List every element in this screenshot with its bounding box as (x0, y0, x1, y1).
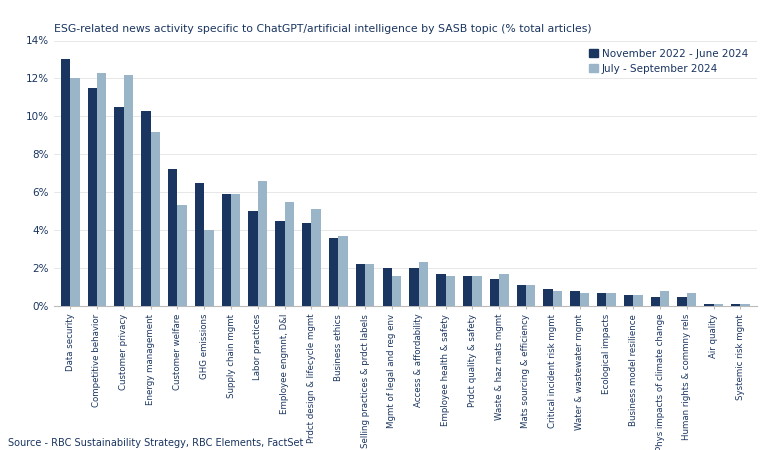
Text: Source - RBC Sustainability Strategy, RBC Elements, FactSet: Source - RBC Sustainability Strategy, RB… (8, 438, 303, 448)
Bar (365, 264, 374, 306)
Bar (606, 293, 616, 306)
Bar (624, 295, 633, 306)
Bar (687, 293, 696, 306)
Bar (222, 194, 231, 306)
Bar (571, 291, 580, 306)
Bar (553, 291, 562, 306)
Bar (445, 276, 455, 306)
Bar (302, 223, 311, 306)
Bar (526, 285, 535, 306)
Bar (392, 276, 401, 306)
Bar (97, 73, 107, 306)
Bar (178, 206, 187, 306)
Bar (713, 304, 723, 306)
Bar (472, 276, 482, 306)
Bar (141, 111, 151, 306)
Bar (276, 220, 285, 306)
Bar (418, 262, 428, 306)
Bar (124, 75, 133, 306)
Bar (704, 304, 713, 306)
Bar (285, 202, 294, 306)
Bar (258, 181, 267, 306)
Bar (499, 274, 509, 306)
Legend: November 2022 - June 2024, July - September 2024: November 2022 - June 2024, July - Septem… (587, 46, 751, 77)
Bar (740, 304, 750, 306)
Text: ESG-related news activity specific to ChatGPT/artificial intelligence by SASB to: ESG-related news activity specific to Ch… (54, 24, 591, 34)
Bar (651, 297, 660, 306)
Bar (195, 183, 205, 306)
Bar (580, 293, 589, 306)
Bar (231, 194, 240, 306)
Bar (70, 78, 80, 306)
Bar (633, 295, 642, 306)
Bar (205, 230, 214, 306)
Bar (329, 238, 338, 306)
Bar (489, 279, 499, 306)
Bar (151, 131, 160, 306)
Bar (356, 264, 365, 306)
Bar (114, 107, 124, 306)
Bar (168, 170, 178, 306)
Bar (543, 289, 553, 306)
Bar (311, 209, 321, 306)
Bar (61, 59, 70, 306)
Bar (338, 236, 347, 306)
Bar (660, 291, 669, 306)
Bar (382, 268, 392, 306)
Bar (463, 276, 472, 306)
Bar (87, 88, 97, 306)
Bar (516, 285, 526, 306)
Bar (731, 304, 740, 306)
Bar (678, 297, 687, 306)
Bar (409, 268, 418, 306)
Bar (249, 211, 258, 306)
Bar (436, 274, 445, 306)
Bar (597, 293, 606, 306)
